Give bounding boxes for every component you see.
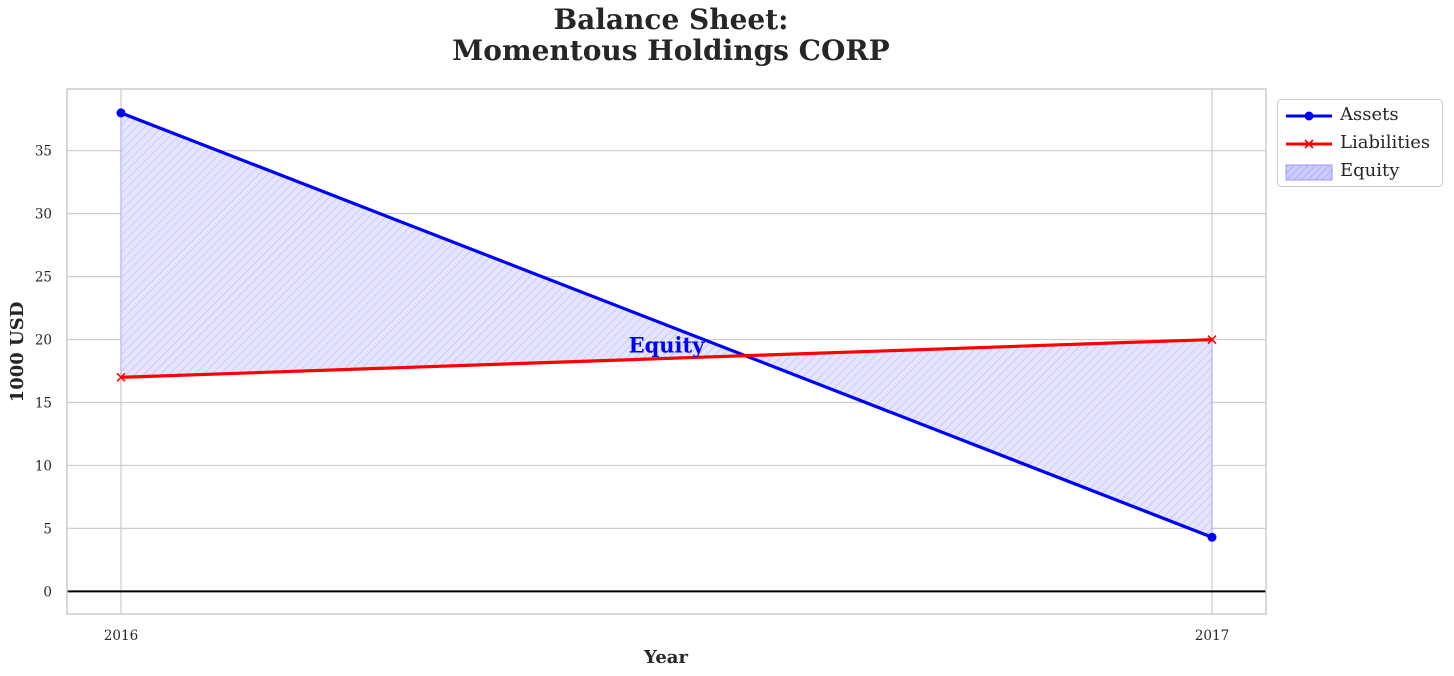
y-tick-label: 0 bbox=[43, 584, 52, 600]
y-tick-label: 10 bbox=[35, 458, 52, 474]
liabilities-point bbox=[1207, 334, 1217, 345]
series-layer bbox=[116, 108, 1217, 542]
y-tick-label: 15 bbox=[35, 395, 52, 411]
y-tick-label: 5 bbox=[43, 521, 52, 537]
legend-label-liabilities: Liabilities bbox=[1340, 132, 1431, 153]
chart-title-line-1: Balance Sheet: bbox=[553, 3, 789, 36]
legend-label-equity: Equity bbox=[1340, 160, 1400, 181]
legend-swatch-equity bbox=[1285, 164, 1333, 181]
legend-item-equity: Equity bbox=[1278, 158, 1442, 184]
assets-line bbox=[120, 111, 1213, 539]
y-axis-label: 1000 USD bbox=[7, 302, 28, 403]
legend-item-assets: Assets bbox=[1278, 102, 1442, 128]
plot-frame bbox=[66, 88, 1267, 615]
assets-point bbox=[1207, 532, 1217, 542]
chart-title: Balance Sheet: Momentous Holdings CORP bbox=[0, 4, 1342, 66]
legend-swatch-liabilities bbox=[1286, 139, 1332, 149]
equity-fill bbox=[745, 338, 1213, 539]
y-tick-label: 35 bbox=[35, 144, 52, 160]
equity-annotation: Equity bbox=[629, 333, 706, 358]
legend-swatch-assets bbox=[1286, 111, 1332, 121]
axes: 0 5 10 15 20 25 30 35 2016 2017 bbox=[35, 88, 1267, 644]
legend: Assets Liabilities Equity bbox=[1277, 99, 1443, 187]
y-tick-label: 20 bbox=[35, 333, 52, 349]
legend-label-assets: Assets bbox=[1340, 104, 1399, 125]
x-axis-label: Year bbox=[643, 647, 688, 668]
y-tick-label: 25 bbox=[35, 270, 52, 286]
liabilities-point bbox=[116, 372, 126, 382]
chart-title-line-2: Momentous Holdings CORP bbox=[452, 34, 890, 67]
y-tick-label: 30 bbox=[35, 207, 52, 223]
x-tick-label: 2016 bbox=[104, 628, 138, 644]
legend-item-liabilities: Liabilities bbox=[1278, 130, 1442, 156]
liabilities-line bbox=[120, 337, 1213, 379]
x-tick-label: 2017 bbox=[1195, 628, 1229, 644]
assets-point bbox=[116, 108, 126, 118]
